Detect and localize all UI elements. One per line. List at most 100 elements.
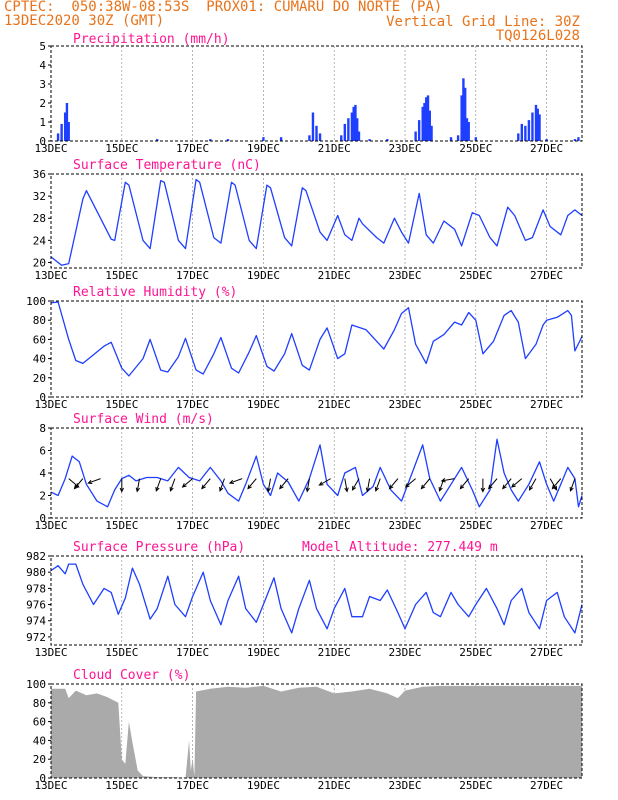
panel-frame xyxy=(50,173,583,269)
precip-bar xyxy=(67,122,70,141)
x-tick-label: 25DEC xyxy=(459,269,492,282)
x-tick-label: 21DEC xyxy=(318,646,351,659)
precip-bar xyxy=(311,112,315,141)
precip-bar xyxy=(467,122,470,141)
precip-bar xyxy=(527,120,531,141)
wind-arrow xyxy=(228,478,243,484)
y-tick-label: 36 xyxy=(33,168,46,181)
precip-bar xyxy=(56,133,60,141)
wind-arrow xyxy=(344,478,349,493)
x-tick-label: 13DEC xyxy=(34,142,67,155)
x-tick-label: 27DEC xyxy=(530,398,563,411)
y-tick-label: 20 xyxy=(33,372,46,385)
precip-bar xyxy=(534,104,538,141)
wind-arrow xyxy=(155,478,162,492)
wind-arrow xyxy=(551,478,562,490)
panel-5: 13DEC 15DEC 17DEC 19DEC 21DEC 23DEC 25DEC 27DEC… xyxy=(26,668,583,792)
wind-arrow xyxy=(87,478,101,484)
precip-bar xyxy=(531,112,534,141)
precip-bar xyxy=(343,123,347,141)
y-tick-label: 20 xyxy=(33,753,46,766)
wind-arrow xyxy=(440,478,455,483)
x-tick-label: 17DEC xyxy=(176,646,209,659)
panel-frame xyxy=(50,683,583,779)
precip-bar xyxy=(347,118,350,141)
wind-arrow xyxy=(351,478,360,491)
y-tick-label: 60 xyxy=(33,716,46,729)
series-line xyxy=(50,178,583,266)
y-tick-label: 6 xyxy=(39,445,46,458)
panel-1: 13DEC 15DEC 17DEC 19DEC 21DEC 23DEC 25DEC 27DEC… xyxy=(33,158,583,282)
x-tick-label: 27DEC xyxy=(530,519,563,532)
wind-arrow xyxy=(135,478,140,493)
x-tick-label: 21DEC xyxy=(318,779,351,792)
y-tick-label: 32 xyxy=(33,190,46,203)
y-tick-label: 0 xyxy=(39,135,46,148)
precip-bar xyxy=(449,137,453,141)
wind-arrow xyxy=(247,478,257,490)
y-tick-label: 60 xyxy=(33,333,46,346)
y-tick-label: 982 xyxy=(26,550,46,563)
x-tick-label: 23DEC xyxy=(388,779,421,792)
y-tick-label: 0 xyxy=(39,772,46,785)
y-tick-label: 2 xyxy=(39,490,46,503)
y-tick-label: 972 xyxy=(26,631,46,644)
header-model-code: TQ0126L028 xyxy=(495,28,580,44)
precip-bar xyxy=(426,95,430,141)
series-line xyxy=(50,438,583,508)
x-tick-label: 13DEC xyxy=(34,398,67,411)
precip-bar xyxy=(209,139,212,141)
x-tick-label: 19DEC xyxy=(247,398,280,411)
x-tick-label: 23DEC xyxy=(388,269,421,282)
y-tick-label: 974 xyxy=(26,615,46,628)
wind-arrow xyxy=(279,478,289,490)
precip-bar xyxy=(428,110,431,141)
precip-bar xyxy=(63,112,67,141)
y-tick-label: 4 xyxy=(39,59,46,72)
precip-bar xyxy=(425,97,428,141)
x-tick-label: 21DEC xyxy=(318,269,351,282)
precip-bar xyxy=(577,137,580,141)
precip-bar xyxy=(368,139,371,141)
y-tick-label: 3 xyxy=(39,78,46,91)
x-tick-label: 13DEC xyxy=(34,646,67,659)
x-tick-label: 15DEC xyxy=(105,142,138,155)
series-line xyxy=(50,301,583,377)
wind-arrow xyxy=(459,478,470,490)
precip-bar xyxy=(421,106,424,141)
wind-arrow xyxy=(404,478,416,488)
wind-arrow xyxy=(219,478,225,492)
panel-2: 13DEC 15DEC 17DEC 19DEC 21DEC 23DEC 25DEC 27DEC… xyxy=(26,285,583,411)
x-tick-label: 13DEC xyxy=(34,269,67,282)
x-tick-label: 23DEC xyxy=(388,519,421,532)
y-tick-label: 0 xyxy=(39,391,46,404)
y-tick-label: 80 xyxy=(33,314,46,327)
x-tick-label: 15DEC xyxy=(105,519,138,532)
x-tick-label: 23DEC xyxy=(388,398,421,411)
precip-bar xyxy=(340,135,343,141)
wind-arrow xyxy=(487,478,498,490)
wind-arrow xyxy=(73,478,84,490)
x-tick-label: 15DEC xyxy=(105,779,138,792)
panel-title: Surface Temperature (nC) xyxy=(73,158,261,173)
x-tick-label: 27DEC xyxy=(530,779,563,792)
precip-bar xyxy=(308,135,311,141)
y-tick-label: 28 xyxy=(33,212,46,225)
x-tick-label: 17DEC xyxy=(176,269,209,282)
panel-4: 13DEC 15DEC 17DEC 19DEC 21DEC 23DEC 25DEC 27DEC… xyxy=(26,540,583,659)
x-tick-label: 23DEC xyxy=(388,142,421,155)
x-tick-label: 13DEC xyxy=(34,519,67,532)
precip-bar xyxy=(517,133,520,141)
panel-0: 13DEC 15DEC 17DEC 19DEC 21DEC 23DEC 25DEC 27DEC… xyxy=(34,32,583,155)
header-grid-note: Vertical Grid Line: 30Z xyxy=(386,14,580,30)
wind-arrow xyxy=(528,478,537,491)
x-tick-label: 23DEC xyxy=(388,646,421,659)
precip-bar xyxy=(423,103,426,141)
series-line xyxy=(50,563,583,634)
precip-bar xyxy=(354,104,357,141)
wind-arrow xyxy=(119,478,124,493)
y-tick-label: 20 xyxy=(33,256,46,269)
y-tick-label: 980 xyxy=(26,566,46,579)
precip-bar xyxy=(538,114,541,141)
